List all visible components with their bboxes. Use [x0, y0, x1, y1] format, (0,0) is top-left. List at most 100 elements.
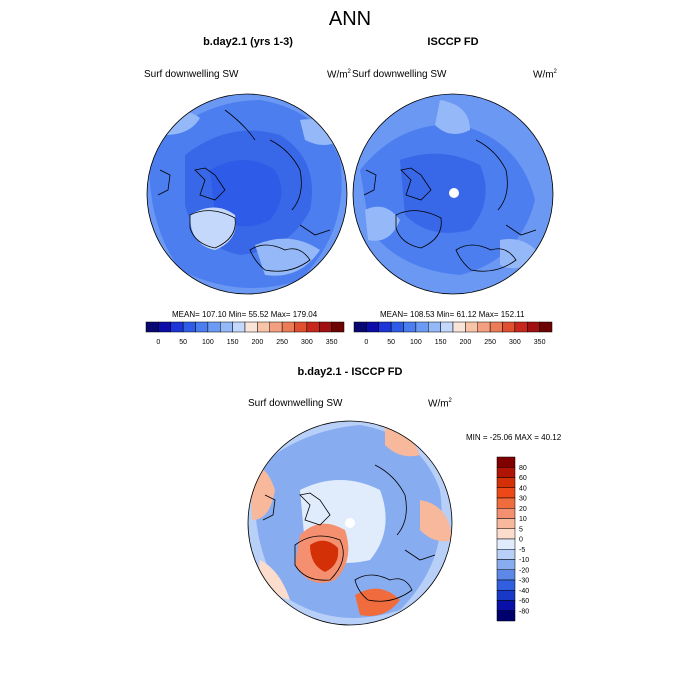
panel-2-colorbar-swatch [353, 321, 367, 333]
panel-2-colorbar-swatch [514, 321, 528, 333]
panel-2-colorbar-swatch [452, 321, 466, 333]
panel-1-coastlines [157, 109, 331, 272]
diff-colorbar-swatch [496, 579, 516, 591]
panel-2-stats: MEAN= 108.53 Min= 61.12 Max= 152.11 [380, 310, 525, 319]
diff-colorbar-swatch [496, 497, 516, 509]
panel-2-colorbar-tick-label: 300 [509, 339, 521, 346]
diff-colorbar-swatch [496, 610, 516, 622]
panel-1-colorbar-swatch [244, 321, 258, 333]
diff-colorbar-swatch [496, 518, 516, 529]
diff-contours [248, 421, 452, 625]
panel-1-colorbar-tick-label: 150 [227, 339, 239, 346]
diff-colorbar-swatch [496, 456, 516, 468]
panel-1-colorbar-swatch [207, 321, 221, 333]
panel-2-colorbar-tick-label: 0 [364, 339, 368, 346]
panel-1-colorbar: 0 50 100 150 200 250 300 350 [145, 321, 345, 346]
panel-1-colorbar-swatch [170, 321, 184, 333]
panel-1-colorbar-swatch [319, 321, 332, 333]
panel-2-colorbar-swatch [527, 321, 540, 333]
panel-1-colorbar-tick-label: 100 [202, 339, 214, 346]
diff-colorbar-tick-label: 80 [519, 465, 527, 472]
diff-colorbar-swatch [496, 549, 516, 560]
panel-1-colorbar-tick-label: 50 [179, 339, 187, 346]
diff-colorbar-swatch [496, 590, 516, 601]
panel-2-colorbar-swatch [403, 321, 417, 333]
panel-2-colorbar-swatch [366, 321, 379, 333]
panel-1-contours [147, 94, 347, 294]
panel-2-map-border [352, 93, 554, 295]
diff-colorbar-tick-label: 60 [519, 475, 527, 482]
panel-1-colorbar-tick-label: 200 [252, 339, 264, 346]
panel-1-colorbar-tick-label: 250 [276, 339, 288, 346]
diff-colorbar-tick-label: 5 [519, 526, 523, 533]
main-title: ANN [328, 8, 372, 30]
panel-2-colorbar-swatch [465, 321, 478, 333]
diff-map-border [247, 420, 453, 626]
diff-coastlines [262, 464, 436, 602]
panel-1-map-border [146, 93, 348, 295]
panel-2-colorbar-swatch [477, 321, 491, 333]
diff-variable: Surf downwelling SW [248, 398, 343, 409]
panel-2-colorbar-swatch [489, 321, 503, 333]
diff-colorbar-swatch [496, 559, 516, 570]
diff-colorbar: 80 60 40 30 20 10 5 0 -5 -10 -20 -30 -40 -60 -80 [496, 456, 529, 622]
panel-1-colorbar-tick-label: 0 [156, 339, 160, 346]
diff-colorbar-swatch [496, 569, 516, 581]
diff-stats: MIN = -25.06 MAX = 40.12 [466, 433, 562, 442]
panel-1-title: b.day2.1 (yrs 1-3) [203, 36, 293, 48]
diff-colorbar-tick-label: 30 [519, 496, 527, 503]
panel-1-colorbar-swatch [281, 321, 295, 333]
panel-2-colorbar-tick-label: 100 [410, 339, 422, 346]
diff-colorbar-tick-label: 20 [519, 506, 527, 513]
panel-2-colorbar-swatch [502, 321, 516, 333]
diff-colorbar-tick-label: -40 [519, 588, 529, 595]
panel-1-colorbar-swatch [294, 321, 308, 333]
panel-2-contours [353, 94, 553, 294]
panel-1-stats: MEAN= 107.10 Min= 55.52 Max= 179.04 [172, 310, 318, 319]
diff-colorbar-tick-label: -20 [519, 567, 529, 574]
diff-colorbar-tick-label: 0 [519, 537, 523, 544]
diff-colorbar-tick-label: 40 [519, 485, 527, 492]
panel-1-colorbar-swatch [145, 321, 159, 333]
panel-2-colorbar: 0 50 100 150 200 250 300 350 [353, 321, 553, 346]
panel-1-colorbar-swatch [331, 321, 345, 333]
panel-2-colorbar-swatch [440, 321, 454, 333]
diff-colorbar-tick-label: -5 [519, 547, 525, 554]
panel-2-coastlines [363, 139, 537, 272]
panel-1-units: W/m2 [327, 69, 351, 81]
panel-1-colorbar-tick-label: 300 [301, 339, 313, 346]
diff-colorbar-tick-label: -80 [519, 608, 529, 615]
panel-2-colorbar-swatch [539, 321, 553, 333]
panel-2-colorbar-swatch [390, 321, 404, 333]
panel-1-colorbar-swatch [269, 321, 283, 333]
panel-1-colorbar-tick-label: 350 [326, 339, 338, 346]
panel-2-colorbar-tick-label: 350 [534, 339, 546, 346]
diff-units: W/m2 [428, 398, 452, 410]
panel-1-colorbar-swatch [220, 321, 233, 333]
diff-colorbar-tick-label: 10 [519, 516, 527, 523]
diff-colorbar-tick-label: -10 [519, 557, 529, 564]
panel-1-colorbar-swatch [182, 321, 196, 333]
panel-2-colorbar-tick-label: 200 [460, 339, 472, 346]
panel-2-colorbar-tick-label: 50 [387, 339, 395, 346]
panel-2-colorbar-swatch [428, 321, 441, 333]
diff-colorbar-swatch [496, 487, 516, 499]
diff-colorbar-swatch [496, 508, 516, 519]
panel-1-colorbar-swatch [195, 321, 209, 333]
diff-colorbar-tick-label: -60 [519, 598, 529, 605]
panel-2-variable: Surf downwelling SW [352, 69, 447, 80]
diff-colorbar-swatch [496, 538, 516, 550]
panel-1-colorbar-swatch [257, 321, 270, 333]
panel-2-colorbar-tick-label: 150 [435, 339, 447, 346]
panel-2-colorbar-swatch [378, 321, 392, 333]
panel-1-variable: Surf downwelling SW [144, 69, 239, 80]
panel-2-colorbar-swatch [415, 321, 429, 333]
diff-colorbar-swatch [496, 528, 516, 540]
diff-colorbar-tick-label: -30 [519, 578, 529, 585]
diff-title: b.day2.1 - ISCCP FD [297, 366, 403, 378]
diff-colorbar-swatch [496, 467, 516, 478]
panel-2-colorbar-tick-label: 250 [484, 339, 496, 346]
panel-1-colorbar-swatch [232, 321, 246, 333]
diff-colorbar-swatch [496, 477, 516, 488]
